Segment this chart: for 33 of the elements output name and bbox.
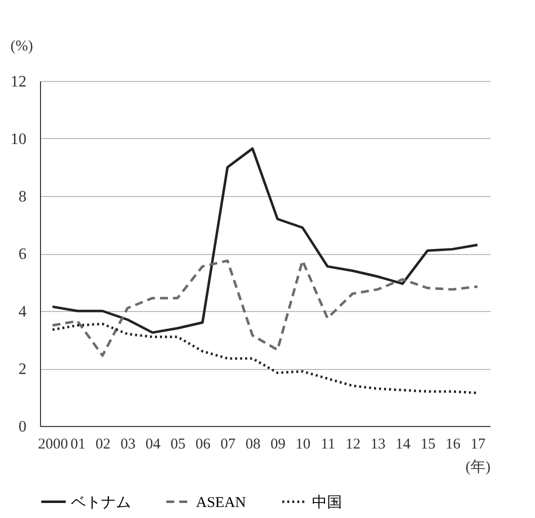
legend-label: ASEAN [196, 494, 246, 511]
x-tick-label: 13 [370, 436, 386, 452]
x-tick-label: 03 [120, 436, 136, 452]
line-series [51, 259, 479, 357]
y-tick-label: 2 [18, 361, 26, 378]
legend-label: 中国 [312, 494, 342, 511]
y-tick-label: 6 [18, 246, 26, 263]
x-axis-title: (年) [466, 458, 490, 476]
x-tick-label: 12 [346, 436, 360, 452]
y-axis-title: (%) [10, 38, 33, 54]
x-tick-label: 06 [196, 436, 211, 452]
x-tick-label: 10 [296, 436, 310, 452]
line-series [51, 322, 479, 394]
legend-label: ベトナム [71, 494, 131, 511]
x-tick-label: 17 [470, 436, 486, 452]
y-tick-label: 8 [18, 188, 26, 206]
x-tick-label: 02 [96, 436, 110, 452]
x-tick-label: 08 [246, 436, 260, 452]
y-tick-label: 10 [10, 131, 26, 148]
x-tick-label: 16 [446, 436, 461, 452]
x-tick-label: 09 [270, 436, 286, 452]
x-tick-label: 05 [170, 436, 186, 452]
y-tick-label: 4 [18, 304, 26, 320]
x-tick-label: 04 [146, 436, 161, 452]
x-tick-label: 01 [70, 436, 86, 452]
x-tick-label: 14 [396, 436, 411, 452]
x-tick-label: 2000 [38, 436, 68, 452]
x-tick-label: 11 [320, 436, 336, 452]
x-tick-label: 15 [420, 436, 436, 452]
line-series [51, 147, 479, 334]
y-tick-label: 12 [10, 74, 26, 90]
x-tick-label: 07 [220, 436, 236, 452]
y-tick-label: 0 [18, 418, 26, 436]
